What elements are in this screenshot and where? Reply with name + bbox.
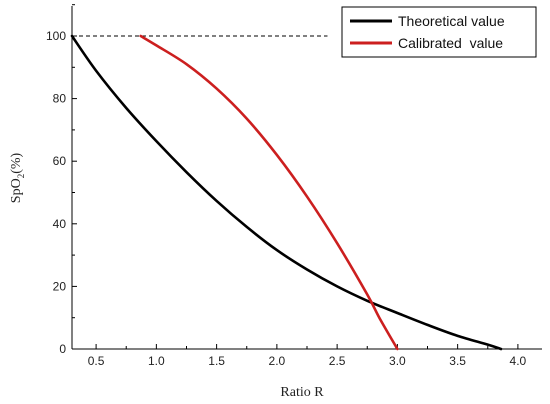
series-line-theoretical [70,34,503,351]
x-tick-label: 3.0 [389,354,406,368]
x-tick-label: 0.5 [88,354,105,368]
legend-label-theoretical: Theoretical value [398,13,505,29]
series-group [70,34,503,351]
x-tick-label: 1.0 [148,354,165,368]
x-tick-label: 1.5 [208,354,225,368]
x-tick-label: 3.5 [449,354,466,368]
y-axis-title-tail: (%) [9,152,24,173]
y-axis-ticks: 0 20 40 60 80 100 [46,4,77,356]
legend-label-calibrated: Calibrated value [398,35,503,51]
y-axis-title-main: SpO [9,178,24,203]
y-tick-label: 100 [46,29,66,43]
x-axis-ticks: 0.5 1.0 1.5 2.0 2.5 3.0 3.5 4.0 [88,344,527,368]
x-tick-label: 4.0 [510,354,527,368]
y-axis-title-subscript: 2 [16,174,26,179]
x-axis-title: Ratio R [280,385,324,400]
legend: Theoretical value Calibrated value [341,6,537,58]
x-tick-label: 2.5 [329,354,346,368]
y-tick-label: 20 [53,279,67,293]
y-tick-label: 0 [59,342,66,356]
series-line-calibrated [139,34,399,351]
y-tick-label: 80 [53,92,67,106]
legend-box [341,6,537,58]
x-tick-label: 2.0 [269,354,286,368]
y-axis-title: SpO2(%) [9,152,26,203]
y-tick-label: 40 [53,217,67,231]
y-tick-label: 60 [53,154,67,168]
